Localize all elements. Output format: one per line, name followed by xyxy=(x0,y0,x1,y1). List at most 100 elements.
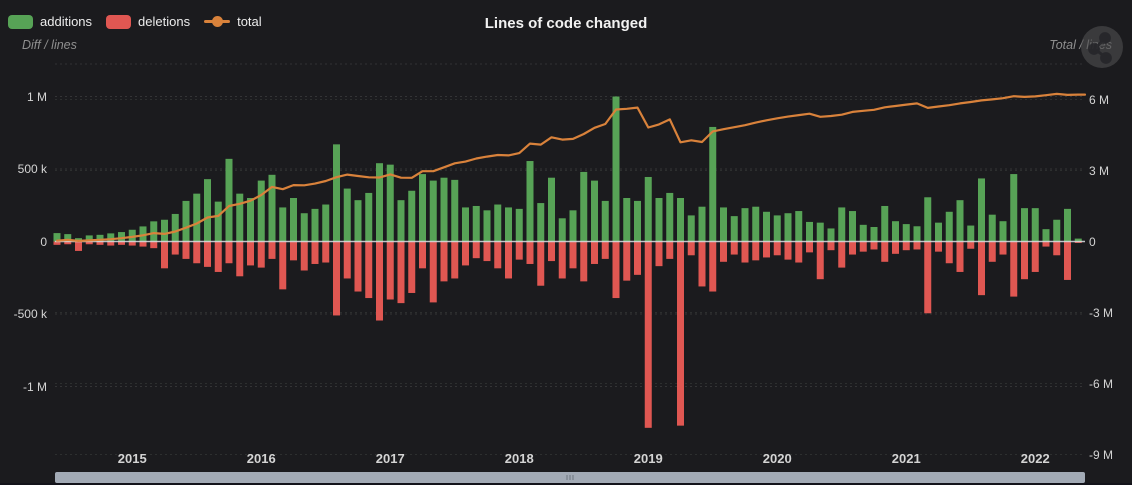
additions-bar[interactable] xyxy=(795,211,803,242)
additions-bar[interactable] xyxy=(214,201,222,242)
deletions-bar[interactable] xyxy=(139,241,147,247)
deletions-bar[interactable] xyxy=(956,241,964,272)
additions-bar[interactable] xyxy=(763,211,770,242)
additions-bar[interactable] xyxy=(1010,174,1018,242)
additions-bar[interactable] xyxy=(526,161,534,242)
deletions-bar[interactable] xyxy=(300,241,308,271)
deletions-bar[interactable] xyxy=(408,241,416,293)
additions-bar[interactable] xyxy=(204,179,211,242)
deletions-bar[interactable] xyxy=(988,241,996,262)
additions-bar[interactable] xyxy=(182,200,190,242)
additions-bar[interactable] xyxy=(623,198,631,242)
deletions-bar[interactable] xyxy=(859,241,867,252)
additions-bar[interactable] xyxy=(698,206,706,242)
deletions-bar[interactable] xyxy=(204,241,211,267)
additions-bar[interactable] xyxy=(999,221,1007,242)
deletions-bar[interactable] xyxy=(902,241,910,251)
additions-bar[interactable] xyxy=(85,235,93,242)
additions-bar[interactable] xyxy=(494,204,502,242)
deletions-bar[interactable] xyxy=(343,241,351,279)
additions-bar[interactable] xyxy=(580,171,588,242)
additions-bar[interactable] xyxy=(838,207,846,242)
additions-bar[interactable] xyxy=(193,193,201,242)
deletions-bar[interactable] xyxy=(967,241,975,249)
legend-item-additions[interactable]: additions xyxy=(8,14,92,29)
additions-bar[interactable] xyxy=(161,219,168,242)
additions-bar[interactable] xyxy=(859,224,867,242)
deletions-bar[interactable] xyxy=(666,241,674,259)
additions-bar[interactable] xyxy=(967,225,975,242)
deletions-bar[interactable] xyxy=(601,241,609,259)
additions-bar[interactable] xyxy=(247,198,254,242)
deletions-bar[interactable] xyxy=(462,241,469,266)
additions-bar[interactable] xyxy=(827,228,835,242)
additions-bar[interactable] xyxy=(408,190,416,242)
additions-bar[interactable] xyxy=(118,232,125,242)
additions-bar[interactable] xyxy=(1031,208,1039,242)
deletions-bar[interactable] xyxy=(494,241,502,269)
additions-bar[interactable] xyxy=(300,213,308,242)
additions-bar[interactable] xyxy=(64,234,72,242)
zoom-scrollbar[interactable] xyxy=(55,472,1085,483)
deletions-bar[interactable] xyxy=(53,241,61,245)
legend-item-deletions[interactable]: deletions xyxy=(106,14,190,29)
additions-bar[interactable] xyxy=(354,200,362,242)
additions-bar[interactable] xyxy=(128,229,136,242)
deletions-bar[interactable] xyxy=(1031,241,1039,272)
deletions-bar[interactable] xyxy=(483,241,491,262)
additions-bar[interactable] xyxy=(365,192,373,242)
deletions-bar[interactable] xyxy=(354,241,362,292)
additions-bar[interactable] xyxy=(333,144,340,242)
additions-bar[interactable] xyxy=(612,96,620,242)
deletions-bar[interactable] xyxy=(612,241,620,299)
additions-bar[interactable] xyxy=(677,198,684,242)
additions-bar[interactable] xyxy=(548,177,555,242)
deletions-bar[interactable] xyxy=(827,241,835,251)
additions-bar[interactable] xyxy=(376,163,383,242)
additions-bar[interactable] xyxy=(1064,208,1071,242)
additions-bar[interactable] xyxy=(870,227,878,242)
additions-bar[interactable] xyxy=(483,210,491,242)
additions-bar[interactable] xyxy=(429,180,437,242)
deletions-bar[interactable] xyxy=(214,241,222,272)
additions-bar[interactable] xyxy=(634,200,641,242)
additions-bar[interactable] xyxy=(107,233,115,242)
deletions-bar[interactable] xyxy=(150,241,158,249)
deletions-bar[interactable] xyxy=(698,241,706,287)
deletions-bar[interactable] xyxy=(558,241,566,279)
deletions-bar[interactable] xyxy=(85,241,93,245)
additions-bar[interactable] xyxy=(988,214,996,242)
additions-bar[interactable] xyxy=(956,200,964,242)
deletions-bar[interactable] xyxy=(881,241,889,262)
deletions-bar[interactable] xyxy=(795,241,803,263)
deletions-bar[interactable] xyxy=(677,241,684,426)
additions-bar[interactable] xyxy=(397,200,405,242)
additions-bar[interactable] xyxy=(644,176,652,242)
additions-bar[interactable] xyxy=(419,174,426,242)
deletions-bar[interactable] xyxy=(1021,241,1028,280)
additions-bar[interactable] xyxy=(752,206,760,242)
deletions-bar[interactable] xyxy=(623,241,631,281)
additions-bar[interactable] xyxy=(268,174,276,242)
deletions-bar[interactable] xyxy=(1064,241,1071,280)
additions-bar[interactable] xyxy=(741,208,749,242)
deletions-bar[interactable] xyxy=(193,241,201,264)
additions-bar[interactable] xyxy=(440,177,448,242)
additions-bar[interactable] xyxy=(53,233,61,242)
deletions-bar[interactable] xyxy=(913,241,921,250)
additions-bar[interactable] xyxy=(558,218,566,242)
deletions-bar[interactable] xyxy=(96,241,104,245)
deletions-bar[interactable] xyxy=(816,241,824,280)
scrollbar-grip-icon[interactable] xyxy=(566,475,574,480)
deletions-bar[interactable] xyxy=(935,241,942,252)
deletions-bar[interactable] xyxy=(752,241,760,261)
deletions-bar[interactable] xyxy=(440,241,448,282)
deletions-bar[interactable] xyxy=(655,241,663,267)
deletions-bar[interactable] xyxy=(236,241,244,277)
deletions-bar[interactable] xyxy=(687,241,695,256)
additions-bar[interactable] xyxy=(687,215,695,242)
deletions-bar[interactable] xyxy=(419,241,426,269)
additions-bar[interactable] xyxy=(569,210,577,242)
deletions-bar[interactable] xyxy=(311,241,319,264)
